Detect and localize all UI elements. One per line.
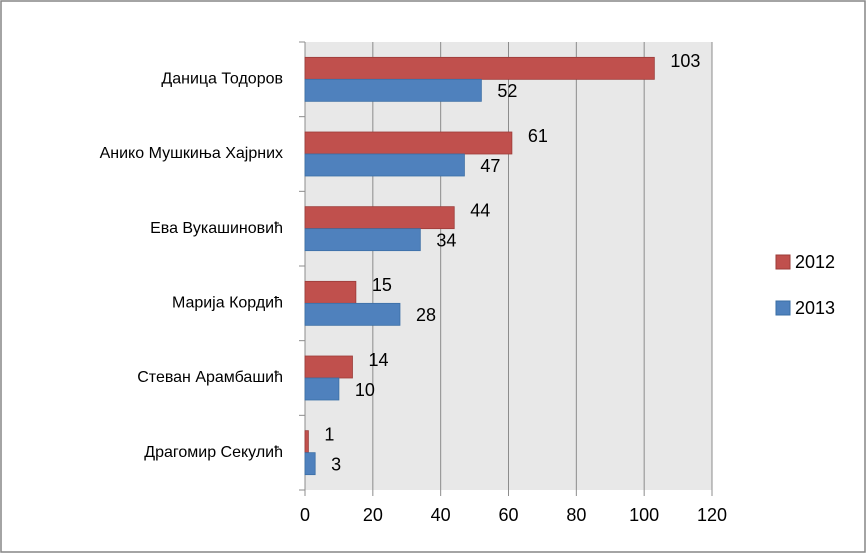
legend-swatch — [775, 254, 791, 270]
data-label: 28 — [416, 305, 436, 325]
bar — [304, 78, 482, 102]
y-tick-label: Анико Мушкиња Хајрних — [100, 145, 283, 162]
y-tick-label: Марија Кордић — [172, 295, 283, 312]
bar — [304, 355, 353, 379]
data-label: 103 — [670, 51, 700, 71]
bar — [304, 131, 513, 155]
y-tick-label: Даница Тодоров — [161, 71, 283, 88]
data-label: 14 — [368, 350, 388, 370]
legend-label: 2012 — [795, 252, 835, 272]
bar — [304, 430, 309, 454]
data-label: 3 — [331, 454, 341, 474]
x-tick-label: 100 — [629, 505, 659, 525]
y-tick-label: Драгомир Секулић — [144, 444, 283, 461]
x-tick-label: 20 — [363, 505, 383, 525]
x-tick-label: 0 — [300, 505, 310, 525]
x-tick-label: 40 — [431, 505, 451, 525]
x-tick-label: 120 — [697, 505, 727, 525]
x-tick-label: 80 — [566, 505, 586, 525]
bar — [304, 56, 655, 80]
y-tick-label: Ева Вукашиновић — [150, 220, 283, 237]
data-label: 1 — [324, 424, 334, 444]
bar — [304, 452, 316, 476]
data-label: 15 — [372, 275, 392, 295]
data-label: 47 — [480, 156, 500, 176]
data-label: 34 — [436, 230, 456, 250]
bar — [304, 302, 401, 326]
legend-label: 2013 — [795, 298, 835, 318]
bar — [304, 206, 455, 230]
data-label: 52 — [497, 81, 517, 101]
bar — [304, 153, 465, 177]
bar — [304, 228, 421, 252]
data-label: 61 — [528, 126, 548, 146]
data-label: 10 — [355, 380, 375, 400]
bar — [304, 280, 357, 304]
legend-swatch — [775, 300, 791, 316]
y-tick-label: Стеван Арамбашић — [137, 369, 283, 386]
bar — [304, 377, 340, 401]
data-label: 44 — [470, 200, 490, 220]
x-tick-label: 60 — [498, 505, 518, 525]
